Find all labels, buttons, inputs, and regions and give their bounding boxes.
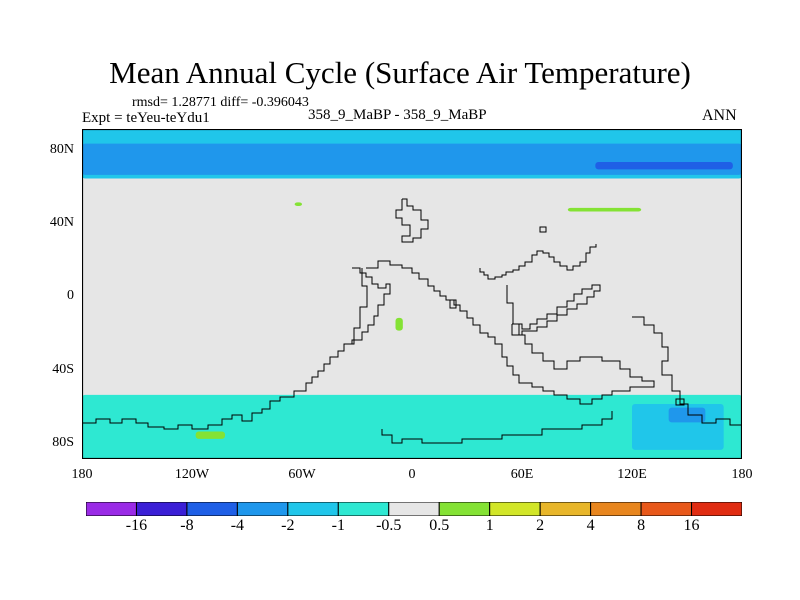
lat-tick-40S: 40S	[52, 362, 74, 377]
anomaly-region-1	[82, 143, 742, 175]
colorbar-label: 16	[683, 517, 700, 534]
colorbar-swatch-5	[337, 502, 390, 516]
coast-west	[344, 268, 368, 345]
colorbar-swatch-12	[691, 502, 742, 516]
map-frame	[82, 129, 742, 459]
anomaly-map	[82, 129, 742, 459]
colorbar-label: 1	[485, 517, 494, 534]
coast-south-america	[82, 267, 391, 430]
colorbar-swatch-0	[86, 502, 137, 516]
colorbar-label: -8	[180, 517, 194, 534]
anomaly-region-5	[668, 407, 706, 423]
colorbar-swatch-6	[388, 502, 440, 516]
colorbar	[86, 502, 742, 516]
cases-label: 358_9_MaBP - 358_9_MaBP	[308, 107, 487, 123]
coast-east	[632, 316, 742, 426]
lon-tick-60E: 60E	[510, 467, 534, 482]
coast-inner-1	[511, 284, 601, 336]
coast-island-1	[449, 299, 457, 309]
coast-north-america	[479, 244, 597, 280]
colorbar-swatch-3	[236, 502, 289, 516]
lat-tick-0: 0	[67, 288, 74, 303]
colorbar-label: -0.5	[376, 517, 402, 534]
lon-tick-60W: 60W	[288, 467, 316, 482]
lon-tick-120W: 120W	[174, 467, 210, 482]
colorbar-swatch-7	[438, 502, 491, 516]
lat-tick-80N: 80N	[49, 142, 74, 157]
coast-greenland	[395, 198, 429, 243]
anomaly-region-6	[294, 202, 302, 206]
colorbar-swatch-10	[590, 502, 642, 516]
lon-tick-180e: 180	[731, 467, 753, 482]
lat-tick-40N: 40N	[49, 215, 74, 230]
coast-island-3	[675, 398, 685, 406]
coast-island-2	[539, 226, 547, 233]
season-label: ANN	[702, 107, 737, 124]
colorbar-label: -2	[281, 517, 295, 534]
map-fill-layer	[82, 129, 742, 459]
anomaly-region-7	[567, 207, 642, 212]
lon-tick-0: 0	[408, 467, 416, 482]
colorbar-swatch-9	[539, 502, 592, 516]
coast-asia	[366, 260, 655, 405]
colorbar-label: -4	[230, 517, 245, 534]
colorbar-swatch-2	[186, 502, 238, 516]
colorbar-swatch-1	[135, 502, 188, 516]
anomaly-region-9	[395, 317, 403, 331]
colorbar-label: -1	[331, 517, 345, 534]
colorbar-label: 8	[637, 517, 646, 534]
colorbar-swatch-4	[287, 502, 339, 516]
lon-tick-180w: 180	[71, 467, 93, 482]
colorbar-label: -16	[125, 517, 148, 534]
anomaly-region-3	[82, 394, 742, 459]
colorbar-label: 0.5	[429, 517, 450, 534]
colorbar-label: 2	[536, 517, 545, 534]
lat-tick-80S: 80S	[52, 435, 74, 450]
coastline	[82, 198, 742, 444]
colorbar-swatch-11	[640, 502, 693, 516]
experiment-label: Expt = teYeu-teYdu1	[82, 110, 210, 126]
coast-antarctic	[381, 411, 613, 444]
anomaly-region-2	[595, 162, 733, 170]
stats-text: rmsd= 1.28771 diff= -0.396043	[132, 95, 309, 110]
plot-title: Mean Annual Cycle (Surface Air Temperatu…	[109, 55, 691, 90]
colorbar-swatch-8	[489, 502, 541, 516]
anomaly-region-8	[195, 431, 225, 439]
colorbar-label: 4	[586, 517, 595, 534]
lon-tick-120E: 120E	[617, 467, 647, 482]
